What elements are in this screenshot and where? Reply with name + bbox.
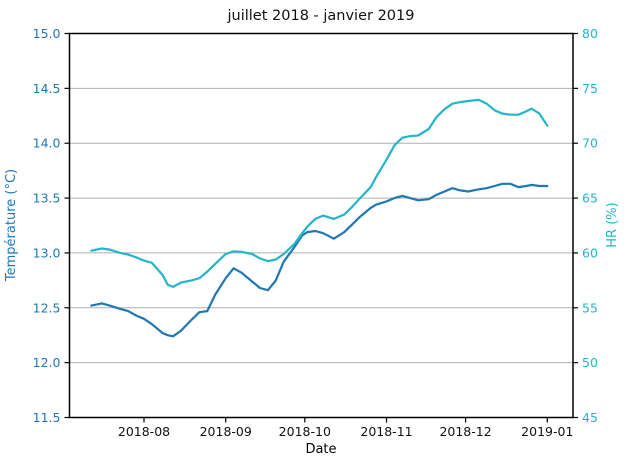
right-tick-label: 70 (582, 136, 598, 151)
left-tick-label: 12.5 (33, 300, 61, 315)
right-tick-label: 80 (582, 26, 598, 41)
right-tick-label: 50 (582, 355, 598, 370)
left-y-axis-label: Température (°C) (4, 169, 19, 282)
x-tick-label: 2018-10 (279, 424, 331, 439)
gridlines-group (69, 87, 573, 364)
right-tick-labels-group: 80 75 70 65 60 55 50 45 (582, 26, 598, 425)
left-tick-label: 13.5 (33, 191, 61, 206)
temperature-line (90, 182, 549, 338)
right-tick-label: 45 (582, 410, 598, 425)
x-tick-label: 2019-01 (521, 424, 573, 439)
series-lines-group (90, 98, 549, 338)
chart-title: juillet 2018 - janvier 2019 (227, 8, 415, 24)
x-tick-label: 2018-08 (118, 424, 170, 439)
left-tick-label: 11.5 (33, 410, 61, 425)
x-tick-labels-group: 2018-08 2018-09 2018-10 2018-11 2018-12 2019-… (118, 424, 574, 439)
x-tick-label: 2018-12 (439, 424, 491, 439)
plot-border (68, 32, 574, 419)
right-tick-label: 65 (582, 191, 598, 206)
tick-marks-group (64, 32, 578, 423)
x-tick-label: 2018-09 (200, 424, 252, 439)
left-tick-label: 13.0 (33, 245, 61, 260)
left-tick-label: 14.0 (33, 136, 61, 151)
left-tick-label: 14.5 (33, 81, 61, 96)
humidity-line (90, 98, 549, 288)
left-tick-label: 15.0 (33, 26, 61, 41)
left-tick-labels-group: 15.0 14.5 14.0 13.5 13.0 12.5 12.0 11.5 (33, 26, 61, 425)
right-tick-label: 60 (582, 245, 598, 260)
x-axis-label: Date (305, 442, 336, 457)
right-tick-label: 75 (582, 81, 598, 96)
x-tick-label: 2018-11 (360, 424, 412, 439)
right-y-axis-label: HR (%) (605, 202, 620, 247)
left-tick-label: 12.0 (33, 355, 61, 370)
right-tick-label: 55 (582, 300, 598, 315)
